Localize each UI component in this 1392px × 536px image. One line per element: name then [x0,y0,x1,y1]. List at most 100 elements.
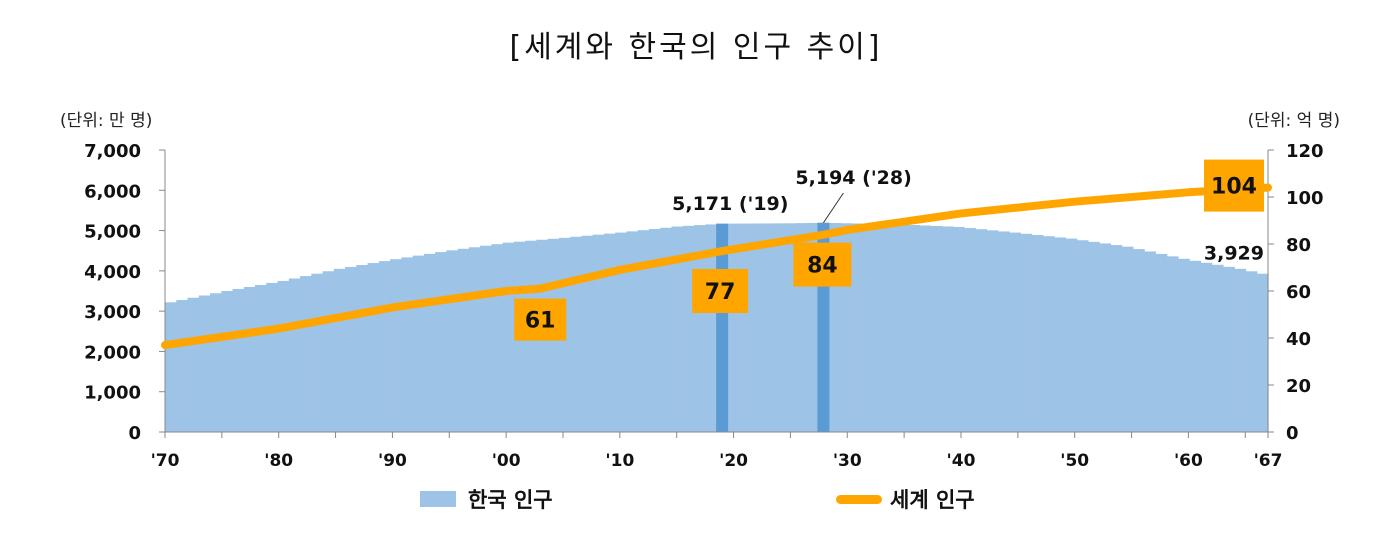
korea-bar [671,226,684,432]
world-value-box-2067 [1204,159,1264,212]
chart-title: [세계와 한국의 인구 추이] [509,30,883,65]
korea-bar [874,224,886,432]
left-tick-label: 3,000 [84,302,141,323]
korea-bar [885,224,898,432]
korea-bar [468,247,481,432]
right-axis-unit: (단위: 억 명) [1247,111,1340,131]
korea-bar [1256,273,1269,432]
korea-bar [232,288,245,432]
korea-bar [975,229,988,432]
korea-bar [210,293,222,432]
korea-bar [401,257,414,432]
x-tick-label: '40 [947,451,976,471]
right-tick-label: 100 [1286,188,1324,209]
korea-bar [266,282,279,432]
world-value-label-2019: 77 [705,280,736,305]
korea-bar [705,224,718,432]
left-axis-unit: (단위: 만 명) [60,111,153,131]
korea-bar [480,245,492,432]
korea-bar [176,300,189,432]
korea-bar [592,234,605,432]
right-tick-label: 20 [1286,376,1311,397]
x-tick-label: '10 [605,451,634,471]
x-tick-label: '30 [833,451,862,471]
korea-bar [739,223,751,432]
right-tick-label: 80 [1286,235,1311,256]
korea-bar [1200,262,1213,432]
korea-bar [986,230,999,432]
korea-bar [502,242,515,432]
korea-bar [1222,266,1235,432]
korea-bar [1020,233,1033,432]
x-tick-label: '70 [151,451,180,471]
world-value-label-2003: 61 [525,309,556,334]
korea-bar [682,225,695,432]
korea-bar [1177,258,1190,432]
korea-bar [919,225,931,432]
korea-bar [795,223,808,432]
korea-bar [1054,237,1067,432]
korea-peak-label-2019: 5,171 ('19) [672,193,788,215]
korea-bar [772,223,785,432]
korea-bar [997,231,1010,432]
korea-bar [727,223,740,432]
korea-bar [1009,232,1021,432]
world-value-box-2003 [514,298,567,341]
korea-bar [311,273,324,432]
legend-item-korea: 한국 인구 [420,484,553,514]
korea-bar [1132,249,1145,432]
legend-label-korea: 한국 인구 [468,488,553,512]
korea-bar [243,286,256,432]
x-tick-label: '80 [264,451,293,471]
korea-bar [660,227,673,432]
korea-bar [1155,253,1168,432]
korea-bar [1234,268,1247,432]
korea-bar [288,278,301,432]
korea-bar [412,255,425,432]
left-tick-label: 0 [128,423,141,444]
korea-bar [1065,238,1078,432]
korea-bar [1211,264,1224,432]
korea-bar [423,253,436,432]
korea-bar [356,264,369,432]
left-tick-label: 6,000 [84,181,141,202]
world-population-line [161,183,1272,350]
korea-bar [1166,256,1179,432]
korea-bar [187,297,200,432]
left-tick-label: 5,000 [84,222,141,243]
x-tick-label: '60 [1174,451,1203,471]
korea-bar [1144,251,1157,432]
korea-bar [1110,245,1123,432]
korea-bar [941,226,954,432]
korea-bar [581,235,594,432]
world-value-box-2028 [793,242,852,287]
world-value-box-2019 [692,269,749,313]
korea-bar [1042,236,1055,432]
legend-swatch-korea [420,491,456,507]
x-tick-label: '67 [1254,451,1283,471]
x-tick-label: '90 [378,451,407,471]
korea-bar [896,224,909,432]
x-tick-label: '20 [719,451,748,471]
korea-bar [570,236,583,432]
korea-bar [615,232,628,432]
korea-bar [1121,246,1134,432]
korea-bar [784,223,796,432]
world-value-label-2028: 84 [807,254,838,279]
right-tick-label: 120 [1286,141,1324,162]
left-tick-label: 2,000 [84,342,141,363]
korea-peak-label-2028: 5,194 ('28) [795,167,911,189]
korea-bar [1189,260,1202,432]
left-tick-label: 1,000 [84,383,141,404]
korea-bar [198,295,211,432]
korea-bar [457,248,470,432]
right-tick-label: 40 [1286,329,1311,350]
korea-bar [255,284,267,432]
legend-label-world: 세계 인구 [890,488,975,512]
world-value-label-2067: 104 [1211,175,1257,200]
korea-bar [1031,235,1044,432]
korea-bar [806,222,819,432]
korea-bar [390,259,402,432]
korea-bar [829,223,841,432]
